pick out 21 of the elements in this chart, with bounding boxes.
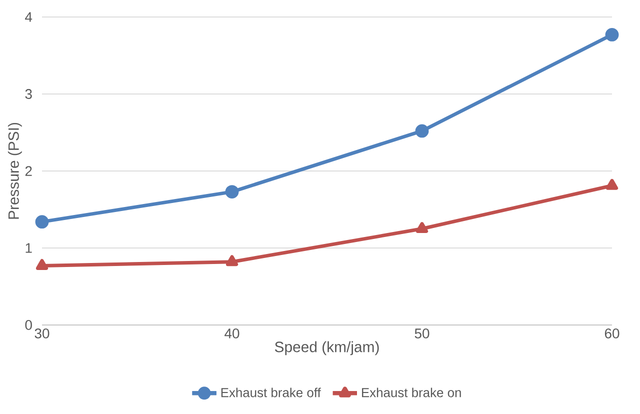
point <box>226 255 238 266</box>
y-tick-label: 1 <box>26 243 32 253</box>
x-axis-title: Speed (km/jam) <box>274 341 379 356</box>
legend-label: Exhaust brake off <box>221 388 321 398</box>
y-tick-label: 3 <box>25 89 32 99</box>
point <box>36 258 48 270</box>
y-axis-title: Pressure (PSI) <box>8 122 22 219</box>
point <box>415 124 429 138</box>
legend-label: Exhaust brake on <box>362 388 461 398</box>
y-tick-label: 2 <box>25 166 32 176</box>
x-tick-label: 60 <box>604 328 620 338</box>
x-tick-label: 40 <box>224 328 240 338</box>
point <box>35 215 49 229</box>
x-tick-label: 50 <box>414 328 430 338</box>
y-tick-label: 0 <box>25 320 32 330</box>
x-tick-label: 30 <box>34 328 50 338</box>
point <box>416 222 428 233</box>
point <box>606 178 618 190</box>
point <box>605 28 619 42</box>
y-tick-label: 4 <box>25 12 32 22</box>
point <box>225 185 239 199</box>
